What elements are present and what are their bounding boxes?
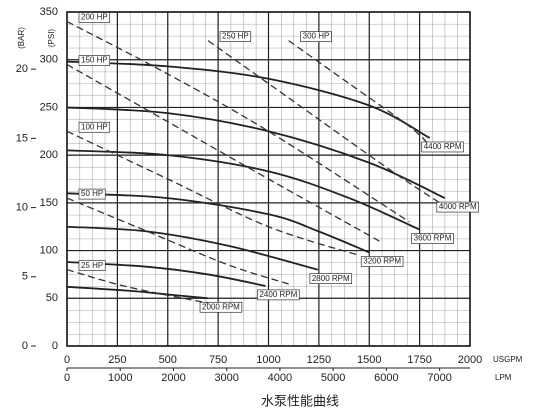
x-tick-label: 1500 [357, 354, 381, 366]
rpm-curve [66, 192, 370, 254]
x2-tick-label: 0 [64, 372, 70, 384]
label-box [411, 233, 454, 244]
plot-frame [66, 11, 471, 347]
rpm-curve [66, 106, 446, 199]
x2-tick-label: 7000 [427, 372, 451, 384]
curve-label: 250 HP [222, 32, 249, 41]
x2-axis-label: LPM [495, 373, 512, 382]
y2-tick-label: 20 [16, 63, 28, 75]
curve-label: 150 HP [81, 56, 108, 65]
label-box [78, 121, 111, 133]
caption: 水泵性能曲线 [261, 395, 339, 410]
y-axis-label: (PSI) [47, 29, 56, 48]
label-box [78, 12, 111, 23]
hp-curve [66, 130, 360, 256]
x-tick-label: 750 [209, 354, 227, 366]
x-tick-label: 0 [64, 354, 70, 366]
curve-label: 2000 RPM [202, 302, 240, 311]
label-box [199, 301, 243, 313]
x-tick-label: 1250 [307, 354, 331, 366]
x-axis-label: USGPM [493, 355, 523, 364]
label-box [219, 31, 252, 42]
y2-tick-label: 10 [16, 201, 28, 213]
x2-tick-label: 2000 [161, 372, 185, 384]
rpm-curve [66, 149, 420, 231]
x-tick-label: 500 [159, 354, 177, 366]
y-tick-label: 50 [46, 292, 58, 304]
hp-curve [288, 40, 431, 147]
hp-curve [66, 197, 289, 285]
curve-label: 50 HP [81, 189, 103, 198]
rpm-curve [66, 60, 431, 139]
x-tick-label: 2000 [458, 354, 482, 366]
label-box [300, 31, 332, 42]
hp-curve [66, 269, 209, 304]
curve-label: 4400 RPM [424, 142, 462, 151]
rpm-curve [66, 285, 209, 300]
x2-tick-label: 6000 [374, 372, 398, 384]
y-tick-label: 100 [40, 244, 58, 256]
curve-label: 3600 RPM [414, 234, 452, 243]
y-tick-label: 150 [40, 197, 58, 209]
curve-label: 25 HP [81, 261, 103, 270]
y-tick-label: 0 [52, 340, 58, 352]
x2-tick-label: 4000 [268, 372, 292, 384]
y2-tick-label: 5 [22, 271, 28, 283]
curve-label: 4000 RPM [439, 202, 477, 211]
x-tick-label: 1000 [256, 354, 280, 366]
label-box [421, 141, 464, 153]
label-box [78, 260, 106, 272]
curve-label: 2800 RPM [312, 274, 350, 283]
label-box [309, 273, 353, 285]
y2-tick-label: 0 [22, 340, 28, 352]
curve-label: 200 HP [81, 13, 108, 22]
label-box [78, 55, 111, 66]
y-tick-label: 350 [40, 6, 58, 18]
label-box [360, 256, 404, 267]
x2-tick-label: 5000 [321, 372, 345, 384]
curve-label: 2400 RPM [259, 290, 297, 299]
rpm-curve [66, 225, 319, 271]
y-tick-label: 300 [40, 54, 58, 66]
hp-curve [66, 20, 410, 223]
curve-label: 100 HP [81, 122, 108, 131]
curve-label: 300 HP [303, 32, 330, 41]
y-tick-label: 200 [40, 149, 58, 161]
y2-tick-label: 15 [16, 132, 28, 144]
x-tick-label: 250 [108, 354, 126, 366]
label-box [436, 201, 479, 213]
x2-tick-label: 3000 [214, 372, 238, 384]
y-tick-label: 250 [40, 101, 58, 113]
y2-axis-label: (BAR) [17, 27, 26, 49]
label-box [78, 188, 106, 200]
x-tick-label: 1750 [407, 354, 431, 366]
hp-curve [66, 63, 380, 242]
x2-tick-label: 1000 [108, 372, 132, 384]
curve-label: 3200 RPM [363, 257, 401, 266]
label-box [257, 289, 300, 301]
